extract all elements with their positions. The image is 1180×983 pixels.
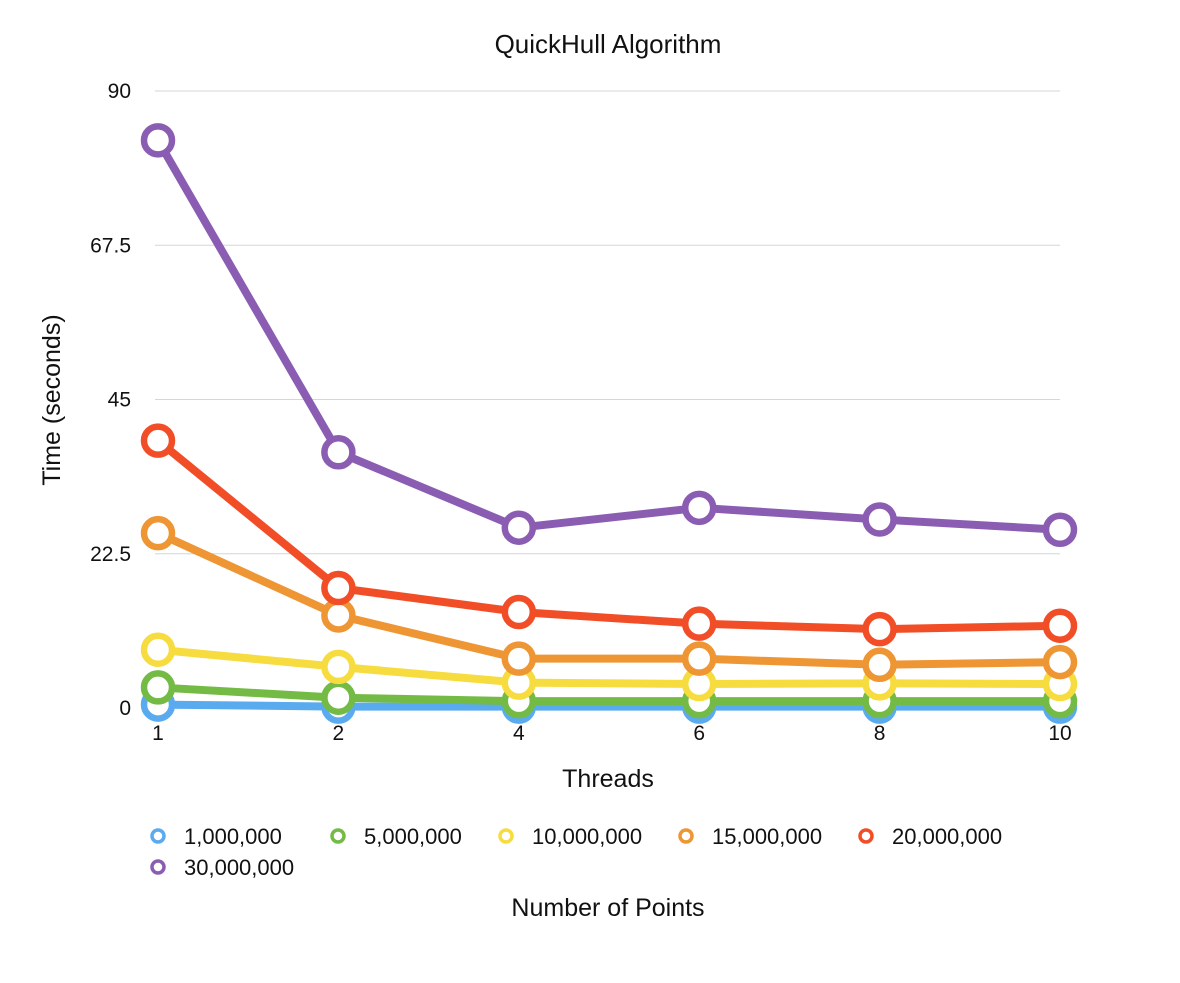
y-axis-label: Time (seconds) xyxy=(38,314,66,485)
data-point xyxy=(862,502,897,537)
y-tick-label: 45 xyxy=(108,389,131,412)
series-line xyxy=(154,645,1064,689)
series xyxy=(140,515,1078,683)
data-point xyxy=(681,641,717,676)
series xyxy=(140,632,1078,702)
legend-label: 10,000,000 xyxy=(532,824,642,849)
data-point xyxy=(140,423,176,458)
data-point xyxy=(321,680,356,715)
data-point xyxy=(140,632,176,667)
x-tick-label: 4 xyxy=(513,722,525,745)
data-point xyxy=(1042,608,1078,643)
x-axis-ticks: 1 2 4 6 8 10 xyxy=(152,722,1072,745)
legend-item: 10,000,000 xyxy=(498,824,642,849)
legend-label: 20,000,000 xyxy=(892,824,1002,849)
data-point xyxy=(862,647,897,683)
series-line xyxy=(154,700,1064,711)
series-line xyxy=(154,136,1064,534)
legend-label: 1,000,000 xyxy=(184,824,282,849)
data-point xyxy=(140,515,176,551)
data-point xyxy=(321,598,356,633)
legend-label: 30,000,000 xyxy=(184,855,294,880)
legend-item: 15,000,000 xyxy=(678,824,822,849)
legend-label: 15,000,000 xyxy=(712,824,822,849)
series-line xyxy=(154,529,1064,669)
legend-marker xyxy=(150,828,166,844)
x-tick-label: 8 xyxy=(874,722,886,745)
data-point xyxy=(321,570,356,606)
y-axis-ticks: 90 67.5 45 22.5 0 xyxy=(90,80,131,720)
data-point xyxy=(140,670,176,705)
gridlines xyxy=(155,90,1060,555)
y-tick-label: 22.5 xyxy=(90,543,131,566)
x-tick-label: 1 xyxy=(152,722,164,745)
legend-item: 20,000,000 xyxy=(858,824,1002,849)
y-tick-label: 90 xyxy=(108,80,131,103)
legend-marker xyxy=(498,828,514,844)
legend-item: 5,000,000 xyxy=(330,824,462,849)
x-tick-label: 2 xyxy=(333,722,345,745)
legend-marker xyxy=(330,828,346,844)
data-point xyxy=(681,606,717,641)
data-point xyxy=(681,490,717,526)
legend: 1,000,000 5,000,000 10,000,000 15,000,000 20… xyxy=(150,824,1002,880)
series-line xyxy=(154,683,1064,706)
series xyxy=(140,123,1078,548)
legend-marker xyxy=(150,859,166,875)
x-tick-label: 6 xyxy=(693,722,705,745)
data-point xyxy=(501,594,537,630)
y-tick-label: 0 xyxy=(119,697,131,720)
series-line xyxy=(154,436,1064,634)
legend-item: 30,000,000 xyxy=(150,855,294,880)
x-axis-label: Threads xyxy=(562,765,654,793)
y-tick-label: 67.5 xyxy=(90,234,131,257)
data-point xyxy=(321,649,356,685)
legend-label: 5,000,000 xyxy=(364,824,462,849)
data-point xyxy=(1042,512,1078,548)
x-tick-label: 10 xyxy=(1048,722,1071,745)
legend-title: Number of Points xyxy=(511,894,704,922)
data-point xyxy=(321,435,356,470)
data-point xyxy=(1042,644,1078,680)
legend-marker xyxy=(858,828,874,844)
series-lines xyxy=(140,123,1078,724)
legend-item: 1,000,000 xyxy=(150,824,282,849)
data-point xyxy=(501,641,537,676)
series xyxy=(140,423,1078,647)
data-point xyxy=(862,611,897,647)
data-point xyxy=(501,510,537,545)
data-point xyxy=(140,123,176,158)
chart-title: QuickHull Algorithm xyxy=(495,29,722,59)
legend-marker xyxy=(678,828,694,844)
